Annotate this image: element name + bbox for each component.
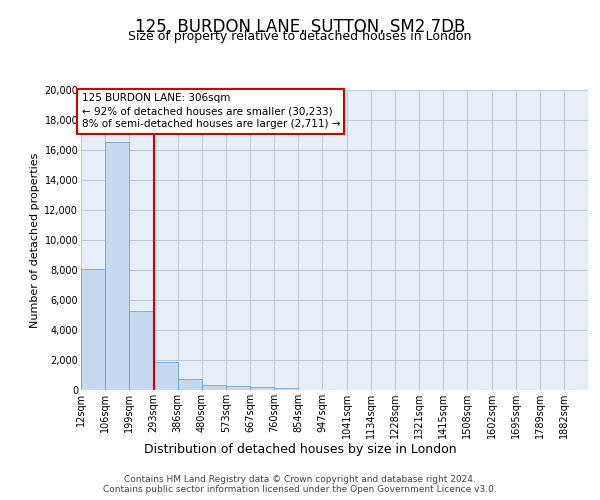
Bar (81, 268, 105, 390)
Text: Size of property relative to detached houses in London: Size of property relative to detached ho… (128, 30, 472, 43)
Bar (226, 386, 250, 390)
Bar (178, 379, 202, 390)
Text: Contains HM Land Registry data © Crown copyright and database right 2024.: Contains HM Land Registry data © Crown c… (124, 475, 476, 484)
Text: 125 BURDON LANE: 306sqm
← 92% of detached houses are smaller (30,233)
8% of semi: 125 BURDON LANE: 306sqm ← 92% of detache… (82, 93, 340, 130)
Bar (154, 362, 178, 390)
Y-axis label: Number of detached properties: Number of detached properties (30, 152, 40, 328)
Text: Contains public sector information licensed under the Open Government Licence v3: Contains public sector information licen… (103, 485, 497, 494)
Bar (129, 310, 154, 390)
Bar (105, 142, 129, 390)
Text: 125, BURDON LANE, SUTTON, SM2 7DB: 125, BURDON LANE, SUTTON, SM2 7DB (135, 18, 465, 36)
Bar (274, 388, 298, 390)
Bar (250, 387, 274, 390)
Text: Distribution of detached houses by size in London: Distribution of detached houses by size … (143, 442, 457, 456)
Bar (202, 385, 226, 390)
